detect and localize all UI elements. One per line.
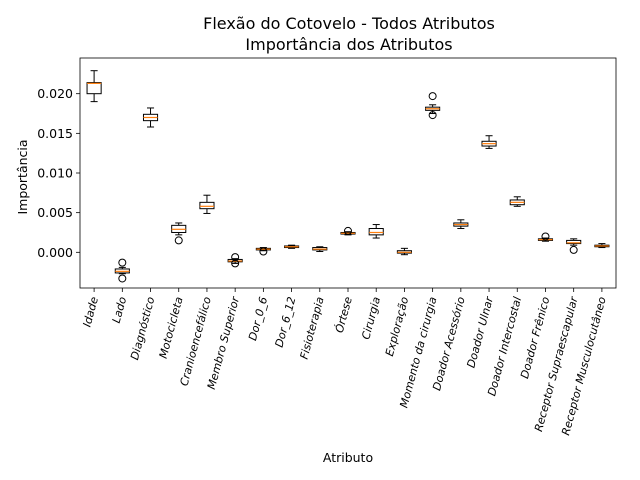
flier-point xyxy=(174,236,183,245)
flier-point xyxy=(541,232,550,241)
flier-point xyxy=(428,111,437,120)
box-iqr xyxy=(86,82,102,95)
flier-point xyxy=(259,247,268,256)
box-iqr xyxy=(566,239,582,245)
flier-point xyxy=(231,259,240,268)
chart-title-line2: Importância dos Atributos xyxy=(245,35,452,54)
y-tick-label: 0.010 xyxy=(37,166,73,181)
flier-point xyxy=(569,245,578,254)
y-tick-label: 0.020 xyxy=(37,86,73,101)
box-iqr xyxy=(199,201,215,210)
y-axis-label: Importância xyxy=(15,139,30,214)
flier-point xyxy=(118,258,127,267)
box-iqr xyxy=(368,228,384,236)
flier-point xyxy=(428,92,437,101)
chart-title-line1: Flexão do Cotovelo - Todos Atributos xyxy=(203,14,495,33)
flier-point xyxy=(231,253,240,262)
y-tick-label: 0.015 xyxy=(37,126,73,141)
y-tick-label: 0.005 xyxy=(37,205,73,220)
y-tick-label: 0.000 xyxy=(37,245,73,260)
flier-point xyxy=(118,274,127,283)
flier-point xyxy=(344,226,352,235)
x-axis-label: Atributo xyxy=(323,450,373,465)
